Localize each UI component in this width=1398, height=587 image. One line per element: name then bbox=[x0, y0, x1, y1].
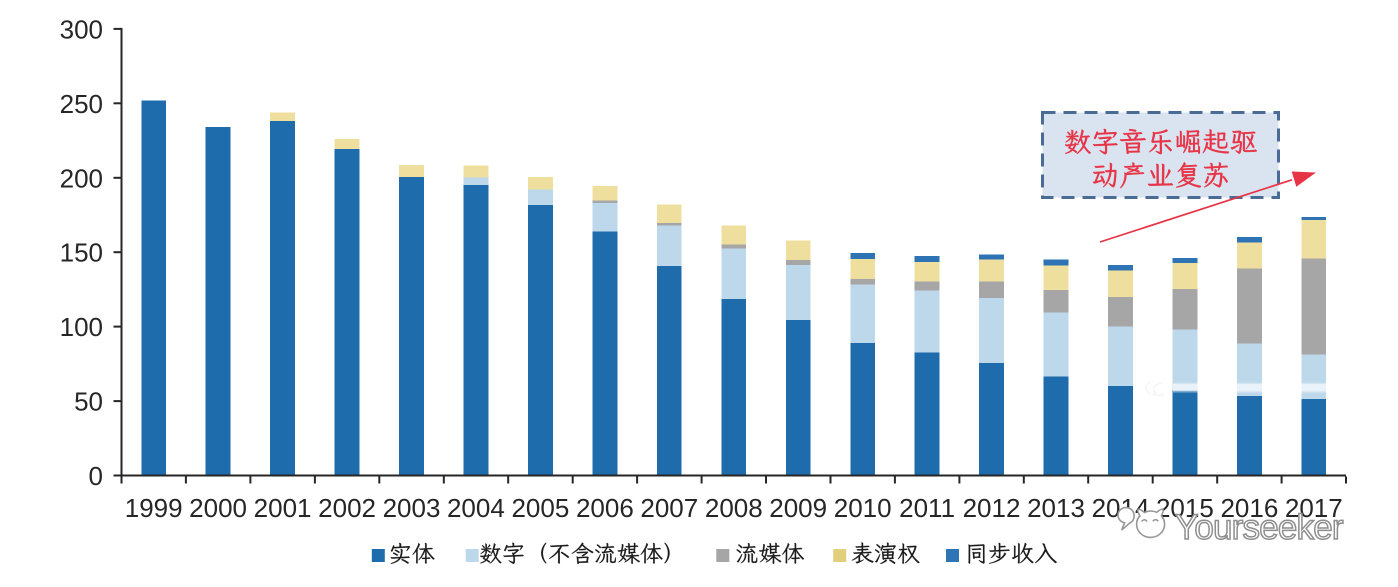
svg-text:2006: 2006 bbox=[576, 493, 634, 523]
svg-text:2008: 2008 bbox=[705, 493, 763, 523]
svg-text:1999: 1999 bbox=[125, 493, 183, 523]
svg-text:250: 250 bbox=[60, 89, 103, 119]
svg-text:2000: 2000 bbox=[189, 493, 247, 523]
svg-text:2016: 2016 bbox=[1220, 493, 1278, 523]
svg-text:2015: 2015 bbox=[1156, 493, 1214, 523]
svg-text:2007: 2007 bbox=[640, 493, 698, 523]
svg-text:2004: 2004 bbox=[447, 493, 505, 523]
svg-text:150: 150 bbox=[60, 238, 103, 268]
svg-text:2012: 2012 bbox=[963, 493, 1021, 523]
svg-text:Yourseeker: Yourseeker bbox=[1175, 508, 1344, 547]
svg-text:2010: 2010 bbox=[834, 493, 892, 523]
svg-text:2011: 2011 bbox=[899, 493, 955, 523]
svg-text:300: 300 bbox=[60, 14, 103, 44]
svg-text:2001: 2001 bbox=[254, 493, 312, 523]
svg-text:2017: 2017 bbox=[1285, 493, 1343, 523]
svg-text:2002: 2002 bbox=[318, 493, 376, 523]
svg-text:2013: 2013 bbox=[1027, 493, 1085, 523]
svg-text:50: 50 bbox=[74, 387, 103, 417]
svg-text:2005: 2005 bbox=[511, 493, 569, 523]
svg-text:2003: 2003 bbox=[383, 493, 441, 523]
svg-text:0: 0 bbox=[89, 461, 103, 491]
svg-text:100: 100 bbox=[60, 312, 103, 342]
svg-text:200: 200 bbox=[60, 163, 103, 193]
svg-text:2009: 2009 bbox=[769, 493, 827, 523]
